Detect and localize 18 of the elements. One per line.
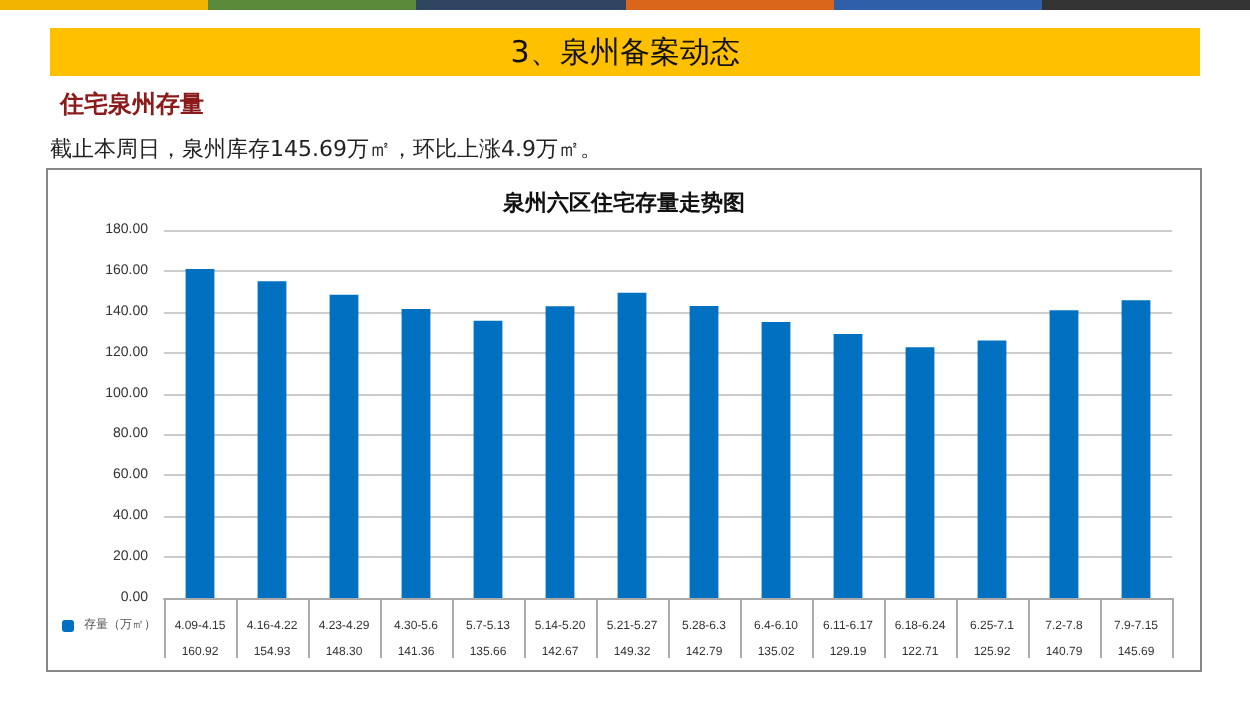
bar [257,281,287,598]
text: 截止本周日，泉州库存145.69万㎡，环比上涨4.9万㎡。 [50,134,602,164]
bar [473,320,503,598]
bar [1121,300,1151,598]
chart-title: 泉州六区住宅存量走势图 [501,190,745,216]
bar [185,269,215,598]
bar [905,347,935,598]
bar [761,321,791,598]
text: 3、泉州备案动态 [50,28,1200,76]
bar [545,306,575,598]
bar [401,309,431,598]
bar [329,294,359,598]
bar [689,306,719,598]
text: 住宅泉州存量 [60,88,204,122]
bar [617,292,647,598]
bar [1049,310,1079,598]
bar [977,340,1007,598]
bar [833,333,863,598]
